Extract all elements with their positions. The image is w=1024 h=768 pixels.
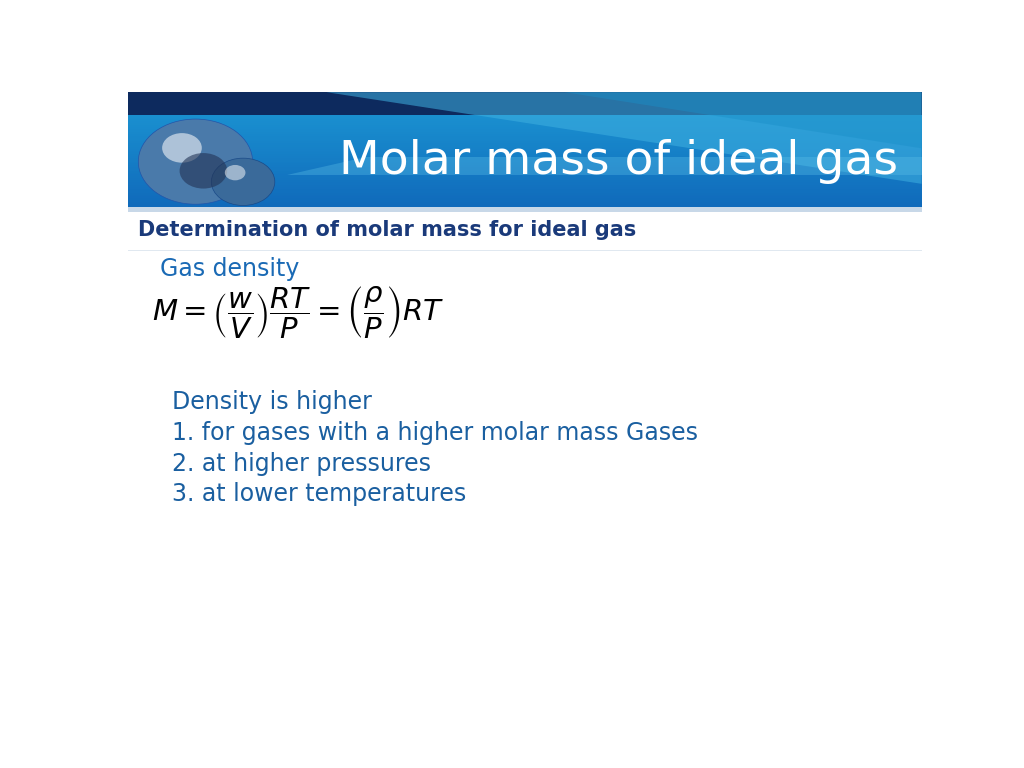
Text: 3. at lower temperatures: 3. at lower temperatures [172, 482, 466, 506]
Bar [128, 207, 922, 212]
Bar [128, 126, 922, 129]
Text: Density is higher: Density is higher [172, 390, 372, 414]
Circle shape [162, 133, 202, 163]
Polygon shape [564, 92, 922, 148]
Bar [128, 148, 922, 151]
Circle shape [225, 165, 246, 180]
Bar [128, 161, 922, 164]
Bar [128, 143, 922, 145]
Bar [128, 135, 922, 137]
Bar [128, 124, 922, 127]
Bar [128, 177, 922, 180]
Bar [128, 123, 922, 125]
Bar [128, 117, 922, 120]
Bar [128, 201, 922, 204]
Bar [128, 183, 922, 186]
Bar [128, 144, 922, 147]
Bar [128, 205, 922, 207]
Bar [128, 168, 922, 170]
Bar [128, 121, 922, 123]
Bar [128, 176, 922, 178]
Bar [128, 119, 922, 121]
Circle shape [179, 153, 227, 189]
Bar [128, 190, 922, 193]
Bar [128, 134, 922, 136]
Bar [128, 137, 922, 140]
Bar [128, 128, 922, 131]
Bar [128, 197, 922, 200]
Bar [128, 163, 922, 165]
Bar [128, 181, 922, 184]
Bar [128, 196, 922, 198]
Text: $M = \left(\dfrac{w}{V}\right)\dfrac{RT}{P} = \left(\dfrac{\rho}{P}\right)RT$: $M = \left(\dfrac{w}{V}\right)\dfrac{RT}… [152, 285, 443, 342]
Bar [128, 250, 922, 251]
Circle shape [211, 158, 274, 206]
Bar [128, 150, 922, 153]
Bar [128, 189, 922, 191]
Bar [128, 154, 922, 156]
Bar [128, 170, 922, 173]
Bar [128, 174, 922, 177]
Bar [128, 172, 922, 174]
Bar [128, 156, 922, 158]
Bar [128, 130, 922, 132]
Text: 1. for gases with a higher molar mass Gases: 1. for gases with a higher molar mass Ga… [172, 421, 697, 445]
Text: Gas density: Gas density [160, 257, 299, 281]
Bar [128, 157, 922, 160]
Bar [128, 147, 922, 149]
Text: 2. at higher pressures: 2. at higher pressures [172, 452, 431, 475]
Bar [128, 152, 922, 154]
Bar [128, 141, 922, 144]
Bar [128, 187, 922, 189]
Bar [128, 132, 922, 134]
Bar [128, 139, 922, 141]
Bar [128, 159, 922, 161]
Bar [128, 185, 922, 187]
Text: Determination of molar mass for ideal gas: Determination of molar mass for ideal ga… [137, 220, 636, 240]
Bar [128, 194, 922, 197]
Bar [128, 115, 922, 118]
Bar [128, 164, 922, 167]
Bar [128, 200, 922, 202]
Bar [128, 180, 922, 182]
Polygon shape [327, 92, 922, 184]
Bar [128, 92, 922, 116]
Bar [128, 167, 922, 169]
Circle shape [138, 119, 253, 204]
Bar [128, 192, 922, 194]
Polygon shape [287, 157, 922, 175]
Bar [128, 204, 922, 206]
Text: Molar mass of ideal gas: Molar mass of ideal gas [339, 139, 898, 184]
